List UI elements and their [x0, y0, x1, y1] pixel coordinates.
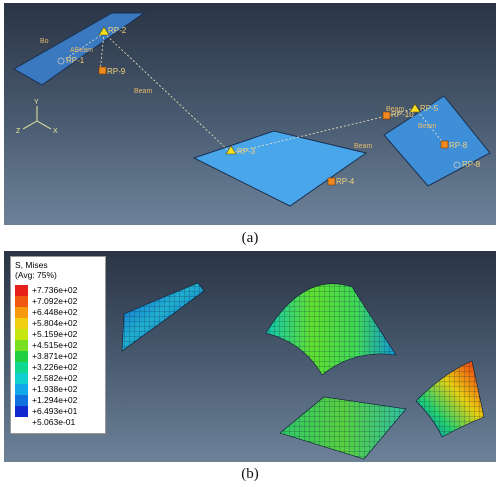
rp9-marker[interactable]: [98, 66, 107, 75]
legend-swatch: [15, 384, 28, 395]
legend-swatch: [15, 285, 28, 296]
rp9-label: RP-9: [107, 67, 126, 76]
small-label-abeam: ABeam: [70, 47, 93, 54]
legend-value: +3.226e+02: [32, 362, 78, 372]
legend-value: +5.159e+02: [32, 329, 78, 339]
rp8-label-b: RP-8: [462, 160, 481, 169]
stress-contour-viewport[interactable]: S, Mises (Avg: 75%) +7.736e+02 +7.092e+02…: [4, 251, 496, 462]
rp1-marker[interactable]: [57, 57, 65, 65]
rp8-marker-b[interactable]: [453, 161, 461, 169]
legend-row: +4.515e+02: [15, 340, 103, 351]
rp8-marker-a[interactable]: [440, 140, 449, 149]
legend-title: S, Mises: [15, 260, 48, 270]
legend-value: +5.804e+02: [32, 318, 78, 328]
legend-swatch: [15, 318, 28, 329]
legend-row: +3.871e+02: [15, 351, 103, 362]
legend-swatch: [15, 362, 28, 373]
rp3-marker[interactable]: [225, 145, 237, 155]
plate-center[interactable]: [192, 130, 368, 207]
rp1-label: RP-1: [66, 56, 85, 65]
legend-swatch: [15, 307, 28, 318]
legend-row: +7.092e+02: [15, 296, 103, 307]
rp8-label-a: RP-8: [449, 141, 468, 150]
legend-rows: +7.736e+02 +7.092e+02 +6.448e+02 +5.804e+02…: [15, 285, 103, 428]
legend-value: +2.582e+02: [32, 373, 78, 383]
caption-b: (b): [241, 466, 259, 482]
triad-z-label: Z: [16, 128, 21, 135]
legend-value: +6.448e+02: [32, 307, 78, 317]
rp4-marker[interactable]: [327, 177, 336, 186]
caption-a: (a): [241, 230, 259, 246]
beam-label-2: Beam: [354, 143, 372, 150]
rp2-label: RP-2: [108, 26, 127, 35]
beam-label-3: Beam: [386, 106, 404, 113]
rp5-label: RP-5: [420, 104, 439, 113]
beam-label-1: Beam: [134, 88, 152, 95]
legend-value: +5.063e-01: [32, 417, 76, 427]
beam-connectors: [63, 32, 446, 154]
legend-swatch: [15, 329, 28, 340]
legend-row: +6.448e+02: [15, 307, 103, 318]
rp5-marker[interactable]: [409, 103, 421, 113]
legend-value: +7.092e+02: [32, 296, 78, 306]
legend-row: +5.159e+02: [15, 329, 103, 340]
legend-swatch: [15, 417, 28, 428]
legend-value: +1.938e+02: [32, 384, 78, 394]
legend-value: +1.294e+02: [32, 395, 78, 405]
legend-row: +1.294e+02: [15, 395, 103, 406]
assembly-viewport[interactable]: RP-2 RP-1 RP-9 RP-3 RP-4 RP-10 RP-5 RP-8…: [4, 3, 496, 225]
rp3-label: RP-3: [237, 147, 256, 156]
legend-value: +3.871e+02: [32, 351, 78, 361]
legend-row: +2.582e+02: [15, 373, 103, 384]
mises-legend: S, Mises (Avg: 75%) +7.736e+02 +7.092e+02…: [10, 256, 106, 434]
legend-swatch: [15, 296, 28, 307]
legend-swatch: [15, 395, 28, 406]
legend-row: +1.938e+02: [15, 384, 103, 395]
legend-subtitle: (Avg: 75%): [15, 270, 57, 280]
triad-x-label: X: [53, 128, 58, 135]
stress-contour-canvas: [121, 282, 485, 460]
triad-y-label: Y: [34, 99, 39, 106]
plate-top-left[interactable]: [12, 12, 146, 86]
legend-swatch: [15, 351, 28, 362]
legend-value: +4.515e+02: [32, 340, 78, 350]
legend-row: +3.226e+02: [15, 362, 103, 373]
plate-right[interactable]: [383, 95, 491, 187]
legend-row: +5.804e+02: [15, 318, 103, 329]
legend-row: +6.493e+01: [15, 406, 103, 417]
rp2-marker[interactable]: [98, 26, 110, 36]
small-label-bo: Bo: [40, 38, 49, 45]
rp10-label: RP-10: [391, 110, 414, 119]
coordinate-triad-icon: [22, 106, 52, 130]
beam-label-4: Beam: [418, 123, 436, 130]
legend-row: +7.736e+02: [15, 285, 103, 296]
legend-swatch: [15, 340, 28, 351]
rp4-label: RP-4: [336, 177, 355, 186]
legend-swatch: [15, 406, 28, 417]
legend-value: +7.736e+02: [32, 285, 78, 295]
legend-row: +5.063e-01: [15, 417, 103, 428]
legend-value: +6.493e+01: [32, 406, 78, 416]
legend-swatch: [15, 373, 28, 384]
rp10-marker[interactable]: [382, 111, 391, 120]
assembly-canvas: RP-2 RP-1 RP-9 RP-3 RP-4 RP-10 RP-5 RP-8…: [12, 12, 491, 207]
